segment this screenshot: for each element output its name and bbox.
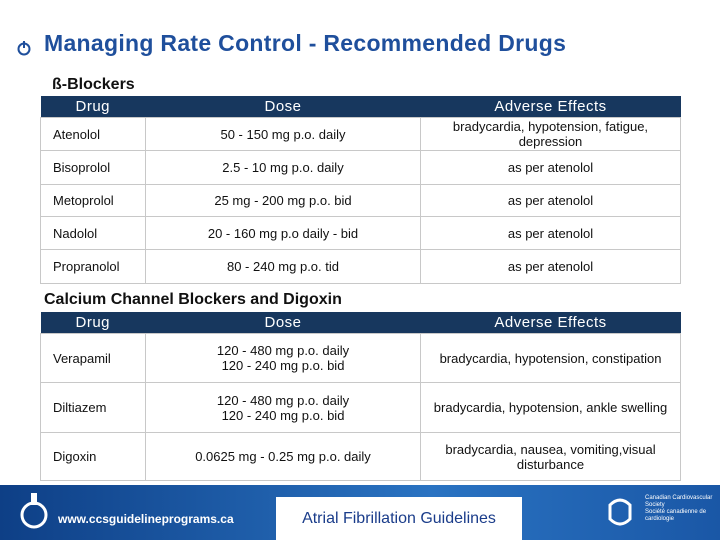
table-row: Diltiazem 120 - 480 mg p.o. daily 120 - 24…	[40, 382, 681, 433]
column-header: Drug	[40, 312, 146, 334]
section-heading: Calcium Channel Blockers and Digoxin	[44, 291, 342, 308]
table-cell: 25 mg - 200 mg p.o. bid	[145, 184, 421, 217]
table-cell: Verapamil	[40, 333, 146, 383]
table-row: Propranolol 80 - 240 mg p.o. tid as per at…	[40, 249, 681, 284]
cell-line: 120 - 480 mg p.o. daily	[216, 343, 350, 358]
table-cell: Diltiazem	[40, 382, 146, 433]
table-cell: 0.0625 mg - 0.25 mg p.o. daily	[145, 432, 421, 481]
footer-url: www.ccsguidelineprograms.ca	[58, 512, 234, 526]
header-row: Drug Dose Adverse Effects	[40, 312, 681, 334]
section-heading: ß-Blockers	[52, 76, 135, 93]
header-row: Drug Dose Adverse Effects	[40, 96, 681, 118]
society-name: Canadian Cardiovascular Society Société c…	[645, 495, 715, 523]
table-cell: as per atenolol	[420, 216, 681, 250]
column-header: Dose	[145, 96, 421, 118]
drug-table: Drug Dose Adverse Effects Atenolol 50 - 150 …	[40, 96, 681, 284]
table-cell: Metoprolol	[40, 184, 146, 217]
table-cell: bradycardia, nausea, vomiting,visual dis…	[420, 432, 681, 481]
table-cell: bradycardia, hypotension, fatigue, depre…	[420, 117, 681, 151]
table-cell: Nadolol	[40, 216, 146, 250]
table-cell: bradycardia, hypotension, ankle swelling	[420, 382, 681, 433]
table-cell: 80 - 240 mg p.o. tid	[145, 249, 421, 284]
footer-center: Atrial Fibrillation Guidelines	[276, 497, 522, 540]
cell-line: 120 - 240 mg p.o. bid	[221, 358, 345, 373]
table-cell: Propranolol	[40, 249, 146, 284]
footer-logo-mark	[20, 493, 48, 529]
table-cell: as per atenolol	[420, 150, 681, 185]
table-cell: bradycardia, hypotension, constipation	[420, 333, 681, 383]
table-cell: Digoxin	[40, 432, 146, 481]
cell-line: 120 - 240 mg p.o. bid	[221, 407, 345, 423]
table-cell: 2.5 - 10 mg p.o. daily	[145, 150, 421, 185]
title-icon	[17, 41, 31, 56]
society-logo	[608, 498, 632, 526]
column-header: Drug	[40, 96, 146, 118]
table-row: Verapamil 120 - 480 mg p.o. daily 120 - 24…	[40, 333, 681, 383]
column-header: Adverse Effects	[420, 312, 681, 334]
table-cell: as per atenolol	[420, 249, 681, 284]
table-cell: as per atenolol	[420, 184, 681, 217]
table-cell: Atenolol	[40, 117, 146, 151]
drug-table: Drug Dose Adverse Effects Verapamil 120 - 48…	[40, 312, 681, 481]
table-cell: 20 - 160 mg p.o daily - bid	[145, 216, 421, 250]
table-cell: Bisoprolol	[40, 150, 146, 185]
society-name-line: Canadian Cardiovascular Society	[645, 495, 713, 508]
society-name-line: Société canadienne de cardiologie	[645, 509, 707, 522]
table-cell: 120 - 480 mg p.o. daily 120 - 240 mg p.o.…	[145, 333, 421, 383]
slide-title: Managing Rate Control - Recommended Drug…	[44, 30, 567, 56]
column-header: Dose	[145, 312, 421, 334]
column-header: Adverse Effects	[420, 96, 681, 118]
table-row: Atenolol 50 - 150 mg p.o. daily bradycardi…	[40, 117, 681, 151]
table-row: Nadolol 20 - 160 mg p.o daily - bid as per…	[40, 216, 681, 250]
table-cell: 50 - 150 mg p.o. daily	[145, 117, 421, 151]
footer: www.ccsguidelineprograms.ca Atrial Fibri…	[0, 485, 720, 540]
table-row: Bisoprolol 2.5 - 10 mg p.o. daily as per a…	[40, 150, 681, 185]
footer-title: Atrial Fibrillation Guidelines	[302, 509, 496, 527]
cell-line: 120 - 480 mg p.o. daily	[216, 392, 350, 408]
table-row: Digoxin 0.0625 mg - 0.25 mg p.o. daily bra…	[40, 432, 681, 481]
table-row: Metoprolol 25 mg - 200 mg p.o. bid as per …	[40, 184, 681, 217]
table-cell: 120 - 480 mg p.o. daily 120 - 240 mg p.o.…	[145, 382, 421, 433]
